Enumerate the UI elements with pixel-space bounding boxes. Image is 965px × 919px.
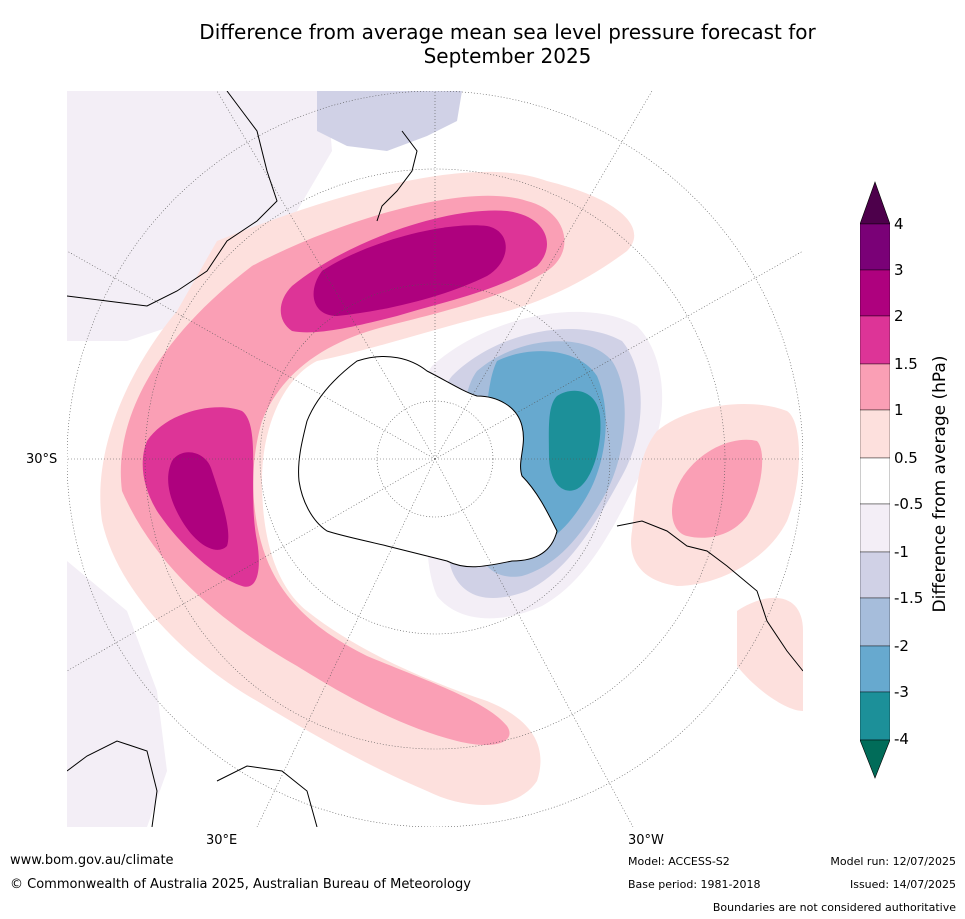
anomaly-region-neg3-weddell (548, 390, 601, 491)
colorbar-bin-neg15-neg2 (860, 597, 890, 647)
colorbar-tick: 4 (894, 215, 904, 233)
anomaly-region-neg05-africa (67, 561, 167, 827)
colorbar-tick: 0.5 (894, 449, 918, 467)
colorbar-tick: -1 (894, 543, 909, 561)
colorbar-bin-3-4 (860, 223, 890, 271)
title-line-2: September 2025 (423, 44, 592, 68)
meridian-120e (216, 91, 436, 460)
colorbar-title: Difference from average (hPa) (930, 355, 950, 613)
colorbar-bin-1.5-2 (860, 315, 890, 365)
lon-label-30e: 30°E (206, 833, 238, 848)
colorbar-tick: -3 (894, 683, 909, 701)
colorbar-tick: -4 (894, 730, 909, 748)
south-america-coastline (616, 520, 803, 672)
new-zealand-coastline (376, 130, 418, 222)
antarctica-outline (298, 355, 558, 568)
colorbar-tick: 1.5 (894, 355, 918, 373)
colorbar-tick: 3 (894, 261, 904, 279)
anomaly-region-pos2-indian (168, 452, 229, 550)
colorbar-bin-0.5-1 (860, 409, 890, 459)
colorbar-bin-neg1-neg15 (860, 551, 890, 599)
australia-coastline (67, 91, 278, 307)
colorbar-tick: -2 (894, 637, 909, 655)
footer-model: Model: ACCESS-S2 (628, 855, 730, 868)
colorbar-bin-neutral (860, 457, 890, 505)
colorbar-bin-neg05-neg1 (860, 503, 890, 553)
colorbar-extend-bottom (860, 739, 890, 779)
colorbar-tick: 1 (894, 401, 904, 419)
anomaly-region-pos2-pacific (313, 225, 506, 316)
footer-copyright: © Commonwealth of Australia 2025, Austra… (10, 877, 471, 892)
africa-coastline (67, 740, 158, 827)
map-title: Difference from average mean sea level p… (0, 20, 965, 68)
anomaly-region-neg05-australia (67, 91, 332, 341)
footer-issued: Issued: 14/07/2025 (849, 878, 956, 891)
anomaly-region-pos1-samerica (672, 439, 763, 538)
meridian-0 (434, 458, 634, 827)
latitude-circle-50s (144, 168, 726, 750)
footer-base-period: Base period: 1981-2018 (628, 878, 761, 891)
colorbar-bin-neg2-neg3 (860, 645, 890, 693)
colorbar-tick: 2 (894, 307, 904, 325)
colorbar (860, 181, 890, 779)
title-line-1: Difference from average mean sea level p… (199, 20, 816, 44)
pressure-anomaly-map (67, 91, 803, 827)
footer-url[interactable]: www.bom.gov.au/climate (10, 853, 174, 868)
colorbar-bin-1-1.5 (860, 363, 890, 411)
anomaly-region-pos1-arc (120, 195, 565, 746)
anomaly-region-neg1-tasman (317, 91, 462, 151)
colorbar-bin-2-3 (860, 269, 890, 317)
meridian-60w (434, 91, 653, 460)
footer-model-run: Model run: 12/07/2025 (830, 855, 956, 868)
meridian-30e (256, 458, 436, 827)
lat-label-30s: 30°S (26, 452, 58, 467)
footer-disclaimer: Boundaries are not considered authoritat… (712, 901, 956, 914)
colorbar-bin-neg3-neg4 (860, 691, 890, 741)
lon-label-30w: 30°W (628, 833, 664, 848)
colorbar-extend-top (860, 181, 890, 225)
madagascar-coastline (216, 765, 318, 827)
colorbar-tick: -1.5 (894, 589, 924, 607)
colorbar-tick: -0.5 (894, 495, 924, 513)
anomaly-region-pos05-brazil (737, 597, 803, 711)
